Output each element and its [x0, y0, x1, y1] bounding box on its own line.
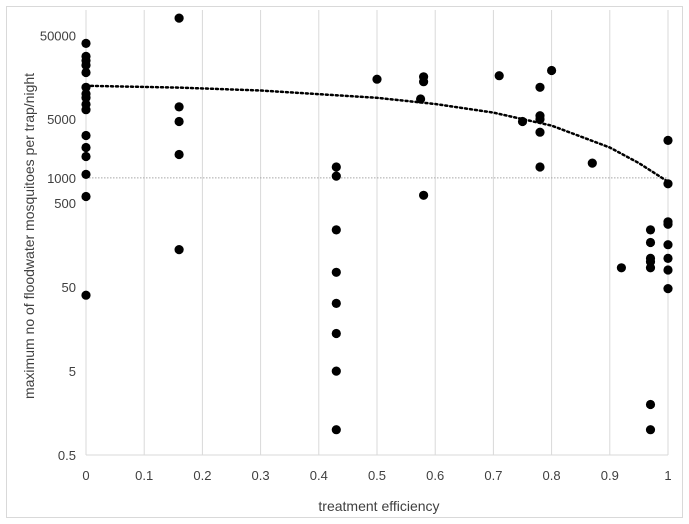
data-point: [331, 425, 341, 435]
y-axis-ticks: 0.5 5 50 500 1000 5000 50000: [40, 28, 76, 463]
y-tick-label: 5000: [47, 112, 76, 127]
data-point: [587, 158, 597, 168]
data-point: [81, 93, 91, 103]
x-tick-label: 1: [664, 468, 671, 483]
y-tick-label: 50000: [40, 28, 76, 43]
data-point: [535, 82, 545, 92]
data-point: [616, 263, 627, 273]
x-tick-label: 0.9: [601, 468, 619, 483]
data-point: [174, 149, 184, 160]
data-point: [331, 267, 341, 277]
data-points: [81, 13, 673, 435]
y-tick-label: 5: [69, 364, 76, 379]
chart-frame: [6, 6, 683, 518]
data-point: [547, 65, 557, 76]
data-point: [331, 328, 341, 339]
x-axis-title: treatment efficiency: [318, 498, 439, 514]
data-point: [419, 77, 429, 87]
x-tick-label: 0.3: [252, 468, 270, 483]
data-point: [81, 60, 91, 70]
x-tick-label: 0.7: [484, 468, 502, 483]
data-point: [517, 116, 528, 127]
data-point: [81, 67, 91, 78]
x-tick-label: 0.6: [426, 468, 444, 483]
data-point: [663, 253, 673, 263]
trend-line: [84, 84, 670, 183]
data-point: [174, 13, 184, 23]
data-point: [81, 82, 91, 92]
data-point: [331, 298, 341, 308]
data-point: [419, 190, 429, 200]
x-tick-label: 0: [82, 468, 89, 483]
y-axis-title: maximum no of floodwater mosquitoes per …: [21, 73, 37, 399]
data-point: [663, 179, 673, 189]
data-point: [81, 105, 91, 115]
y-tick-label: 0.5: [58, 448, 76, 463]
data-point: [535, 162, 545, 172]
data-point: [535, 127, 545, 137]
data-point: [331, 162, 341, 172]
x-tick-label: 0.2: [193, 468, 211, 483]
data-point: [174, 245, 184, 255]
y-tick-label: 50: [62, 280, 76, 295]
x-tick-label: 0.5: [368, 468, 386, 483]
data-point: [81, 130, 91, 141]
data-point: [663, 135, 673, 145]
y-tick-label: 500: [54, 196, 76, 211]
data-point: [645, 263, 656, 273]
data-point: [81, 142, 91, 153]
data-point: [331, 171, 341, 181]
x-axis-ticks: 0 0.1 0.2 0.3 0.4 0.5 0.6 0.7 0.8 0.9 1: [82, 468, 671, 483]
data-point: [645, 237, 656, 248]
data-point: [645, 225, 656, 235]
data-point: [331, 225, 341, 235]
y-tick-label: 1000: [47, 171, 76, 186]
data-point: [81, 38, 91, 49]
data-point: [174, 102, 184, 112]
data-point: [494, 71, 504, 81]
data-point: [663, 284, 673, 294]
data-point: [81, 169, 91, 179]
x-tick-label: 0.4: [310, 468, 328, 483]
data-point: [174, 116, 184, 127]
data-point: [645, 425, 656, 435]
data-point: [645, 399, 656, 410]
data-point: [663, 219, 673, 229]
trend-line-group: [84, 84, 670, 183]
data-point: [663, 265, 673, 275]
data-point: [372, 74, 382, 84]
data-point: [331, 366, 341, 376]
data-point: [535, 114, 545, 124]
data-point: [81, 151, 91, 162]
data-point: [416, 94, 426, 104]
data-point: [81, 191, 91, 202]
data-point: [663, 240, 673, 250]
x-tick-label: 0.1: [135, 468, 153, 483]
x-tick-label: 0.8: [543, 468, 561, 483]
data-point: [81, 290, 91, 300]
